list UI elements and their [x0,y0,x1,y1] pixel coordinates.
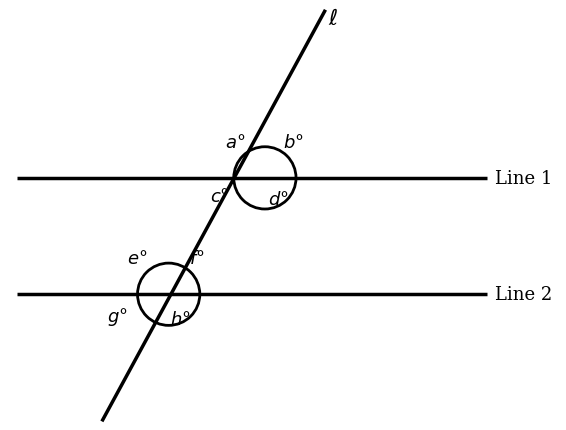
Text: $\ell$: $\ell$ [328,8,338,31]
Text: $c$°: $c$° [210,187,229,206]
Text: $h$°: $h$° [170,310,190,328]
Text: $f$°: $f$° [189,250,205,268]
Text: $g$°: $g$° [108,305,128,327]
Text: $d$°: $d$° [268,191,289,209]
Text: $a$°: $a$° [225,134,245,152]
Text: Line 1: Line 1 [495,169,552,187]
Text: $b$°: $b$° [283,134,303,152]
Text: $e$°: $e$° [127,250,147,268]
Text: Line 2: Line 2 [495,286,552,304]
